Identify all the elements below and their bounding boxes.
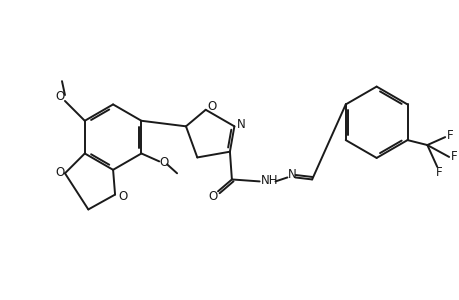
Text: O: O	[118, 190, 127, 203]
Text: O: O	[55, 91, 65, 103]
Text: N: N	[287, 168, 296, 181]
Text: F: F	[446, 129, 453, 142]
Text: O: O	[55, 166, 65, 179]
Text: N: N	[236, 118, 245, 131]
Text: NH: NH	[260, 174, 278, 187]
Text: O: O	[207, 100, 216, 113]
Text: F: F	[450, 150, 456, 164]
Text: O: O	[208, 190, 217, 203]
Text: O: O	[159, 156, 168, 169]
Text: F: F	[435, 166, 442, 179]
